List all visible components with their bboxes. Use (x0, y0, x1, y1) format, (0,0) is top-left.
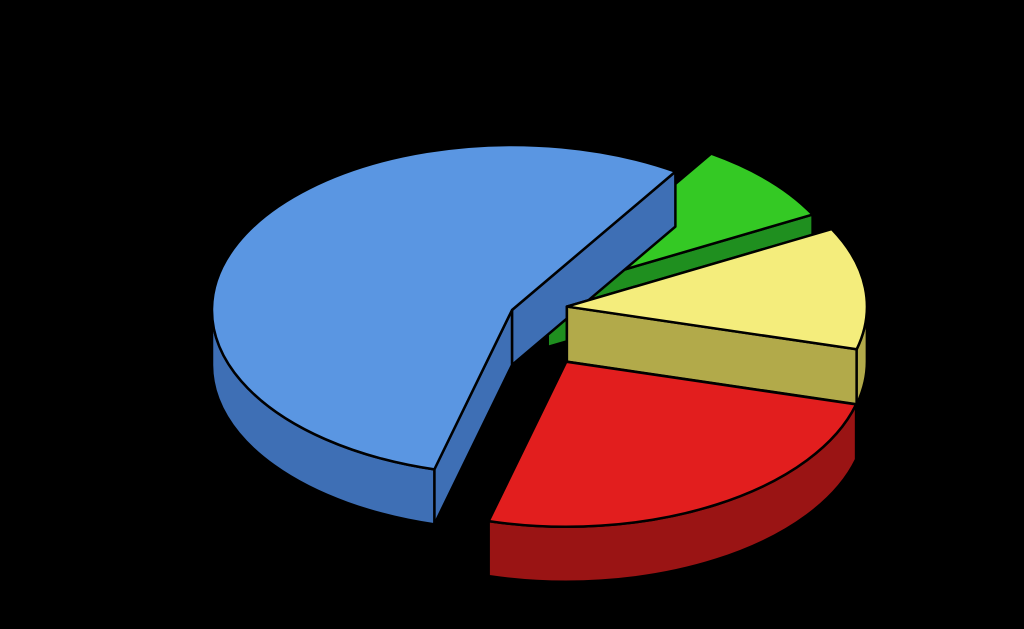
exploded-3d-pie-chart (0, 0, 1024, 629)
